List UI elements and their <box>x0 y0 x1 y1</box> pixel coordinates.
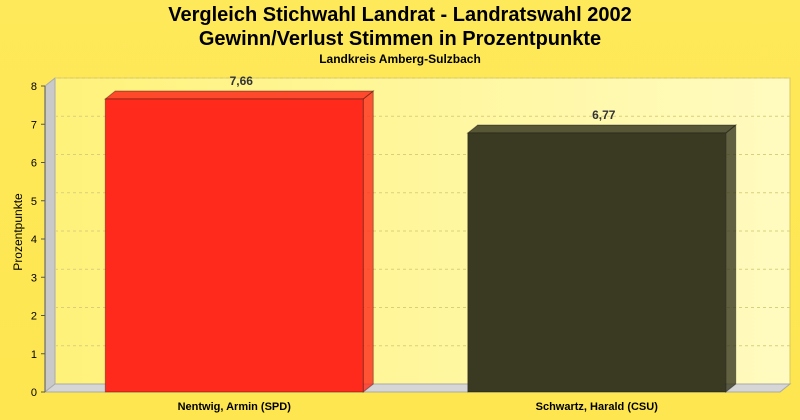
y-tick-label: 4 <box>31 234 37 246</box>
y-tick-label: 6 <box>31 158 37 170</box>
plot-left-wall <box>44 76 56 394</box>
chart-title: Vergleich Stichwahl Landrat - Landratswa… <box>0 3 800 51</box>
y-tick-label: 1 <box>31 349 37 361</box>
bar-front <box>467 132 727 393</box>
bars: 7,66 6,77 <box>103 74 738 394</box>
bar-front <box>104 98 364 393</box>
y-tick-label: 0 <box>31 387 37 399</box>
bar-top <box>466 124 738 134</box>
bar-side <box>725 124 737 394</box>
bar-value-label: 6,77 <box>592 108 616 122</box>
x-category-label: Nentwig, Armin (SPD) <box>178 401 292 413</box>
y-tick-label: 2 <box>31 311 37 323</box>
x-axis: Nentwig, Armin (SPD) Schwartz, Harald (CS… <box>178 401 659 413</box>
y-tick-label: 7 <box>31 119 37 131</box>
bar-2: 6,77 <box>466 108 738 394</box>
bar-top <box>103 90 375 100</box>
bar-1: 7,66 <box>103 74 375 394</box>
chart-title-line-1: Vergleich Stichwahl Landrat - Landratswa… <box>168 4 632 26</box>
bar-side <box>362 89 374 394</box>
y-axis-label: Prozentpunkte <box>11 193 25 271</box>
y-tick-label: 8 <box>31 81 37 93</box>
bar-value-label: 7,66 <box>230 74 254 88</box>
chart-title-line-2: Gewinn/Verlust Stimmen in Prozentpunkte <box>198 28 602 50</box>
y-tick-label: 3 <box>31 272 37 284</box>
y-tick-label: 5 <box>31 196 37 208</box>
y-axis: 0 1 2 3 4 5 6 7 8 <box>31 81 46 399</box>
chart-subtitle: Landkreis Amberg-Sulzbach <box>319 52 481 66</box>
x-category-label: Schwartz, Harald (CSU) <box>536 401 659 413</box>
